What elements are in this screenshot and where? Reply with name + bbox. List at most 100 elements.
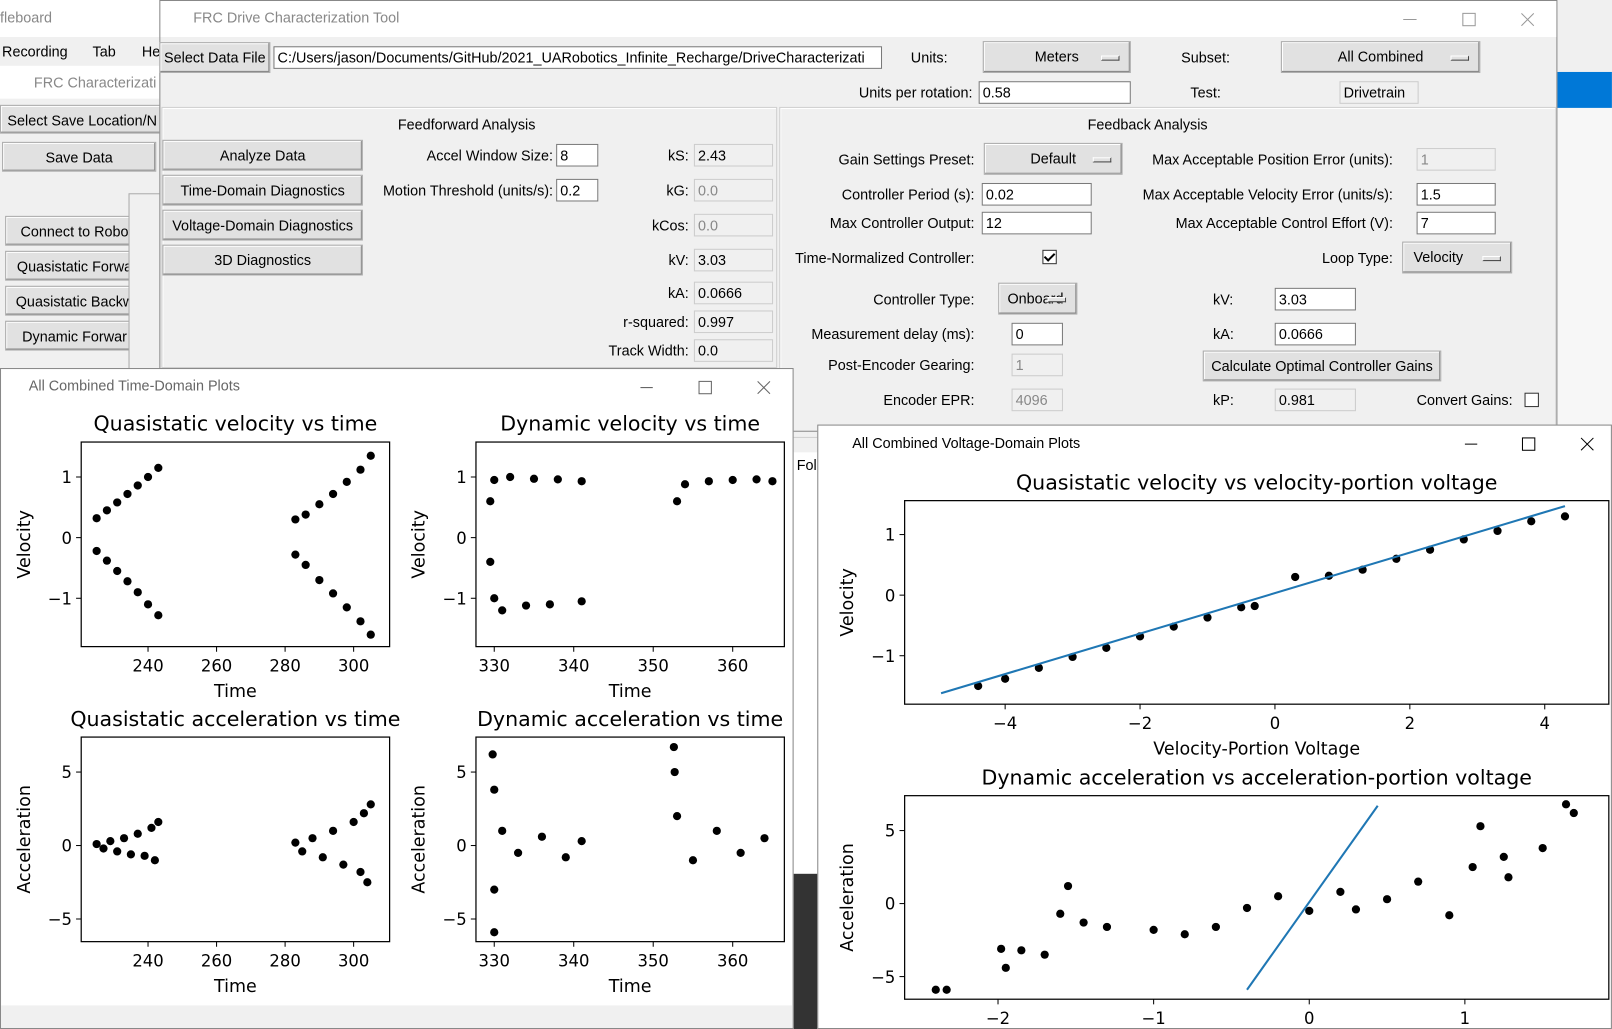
label: kV: (668, 251, 689, 269)
button[interactable]: Select Save Location/N (0, 104, 165, 134)
entry[interactable]: 1.5 (1416, 182, 1496, 206)
y-axis-label: Acceleration (838, 843, 858, 952)
data-point (154, 611, 163, 620)
button[interactable]: Voltage-Domain Diagnostics (162, 209, 363, 241)
entry[interactable]: 8 (556, 143, 599, 167)
y-tick-label: 0 (61, 837, 71, 856)
button[interactable]: Calculate Optimal Controller Gains (1202, 350, 1442, 382)
button[interactable]: Select Data File (159, 42, 271, 73)
data-point (119, 834, 129, 843)
data-point (356, 867, 365, 877)
data-point (113, 847, 122, 856)
char-title: FRC Characterizati (33, 74, 157, 91)
data-point (342, 603, 351, 612)
entry[interactable]: 0 (1011, 322, 1063, 346)
dropdown[interactable]: All Combined (1280, 41, 1481, 73)
button[interactable]: Quasistatic Backw (5, 285, 144, 316)
data-point (577, 837, 586, 846)
menu-item[interactable]: Tab (92, 43, 116, 60)
entry[interactable]: 3.03 (1274, 287, 1356, 311)
x-tick-label: 0 (1304, 1009, 1314, 1028)
entry: 0.0666 (693, 281, 774, 305)
checkbox[interactable] (1042, 249, 1057, 265)
data-point (1274, 892, 1283, 901)
entry: 3.03 (693, 248, 774, 272)
data-point (99, 844, 108, 853)
button[interactable]: Dynamic Forwar (5, 320, 144, 351)
dropdown[interactable]: Onboard (998, 282, 1078, 315)
entry[interactable]: 0.0666 (1274, 322, 1356, 346)
data-point (488, 750, 497, 759)
data-point (529, 474, 539, 483)
data-point (490, 475, 499, 485)
data-point (143, 472, 153, 482)
y-tick-label: −5 (871, 968, 895, 987)
data-point (1001, 963, 1010, 972)
data-point (1504, 873, 1513, 882)
entry: 0.981 (1274, 388, 1356, 412)
data-point (328, 826, 338, 835)
data-point (1034, 663, 1043, 672)
data-point (672, 812, 682, 821)
data-point (363, 878, 372, 887)
x-axis-label: Time (213, 682, 257, 702)
data-point (1569, 808, 1578, 818)
button[interactable]: Save Data (2, 141, 157, 172)
entry[interactable]: 0.02 (981, 182, 1092, 206)
button[interactable]: Time-Domain Diagnostics (162, 174, 363, 206)
data-point (1382, 895, 1392, 904)
button[interactable]: Analyze Data (162, 139, 363, 171)
data-point (490, 785, 499, 794)
checkbox[interactable] (1524, 392, 1539, 408)
data-point (150, 856, 159, 865)
dropdown[interactable]: Velocity (1402, 241, 1513, 274)
x-tick-label: 4 (1540, 714, 1550, 733)
data-point (133, 481, 142, 490)
menu-item[interactable]: Recording (2, 43, 68, 60)
label: Max Acceptable Position Error (units): (1152, 151, 1393, 168)
data-point (1351, 905, 1361, 914)
entry: 0.997 (693, 310, 774, 334)
data-point (133, 829, 142, 838)
x-tick-label: 350 (638, 951, 669, 970)
data-point (760, 834, 769, 843)
file-path[interactable]: C:/Users/jason/Documents/GitHub/2021_UAR… (273, 46, 883, 69)
window-controls[interactable] (618, 375, 782, 400)
entry: 0.0 (693, 339, 774, 362)
entry[interactable]: 0.2 (556, 178, 599, 202)
data-point (154, 463, 163, 472)
data-point (688, 856, 698, 865)
menu-item[interactable]: He (141, 43, 161, 60)
data-point (1211, 922, 1220, 932)
entry[interactable]: 12 (981, 211, 1092, 235)
y-tick-label: −1 (442, 589, 466, 608)
data-point (561, 853, 570, 862)
y-tick-label: 1 (885, 526, 895, 545)
window-controls[interactable] (1394, 7, 1548, 32)
data-point (1102, 922, 1112, 932)
label: Units: (910, 49, 948, 66)
data-point (1336, 887, 1345, 897)
y-tick-label: 0 (456, 529, 466, 548)
data-point (1560, 512, 1570, 521)
window-controls[interactable] (1445, 432, 1609, 457)
entry[interactable]: 7 (1416, 211, 1496, 235)
data-point (1063, 881, 1073, 891)
data-point (521, 601, 531, 610)
data-point (1291, 572, 1300, 582)
button[interactable]: Quasistatic Forwa (5, 250, 144, 281)
dropdown[interactable]: Meters (982, 41, 1131, 73)
fit-line (1246, 805, 1379, 991)
button[interactable]: Connect to Robo (5, 215, 144, 246)
label: Post-Encoder Gearing: (828, 356, 975, 374)
data-point (92, 514, 101, 523)
dropdown[interactable]: Default (983, 142, 1123, 175)
data-point (680, 480, 690, 489)
label: Test: (1190, 84, 1221, 101)
data-point (1180, 930, 1189, 939)
data-point (1001, 674, 1010, 683)
data-point (1414, 877, 1423, 886)
entry[interactable]: 0.58 (978, 81, 1131, 104)
x-axis-label: Time (213, 977, 257, 997)
button[interactable]: 3D Diagnostics (162, 244, 363, 276)
